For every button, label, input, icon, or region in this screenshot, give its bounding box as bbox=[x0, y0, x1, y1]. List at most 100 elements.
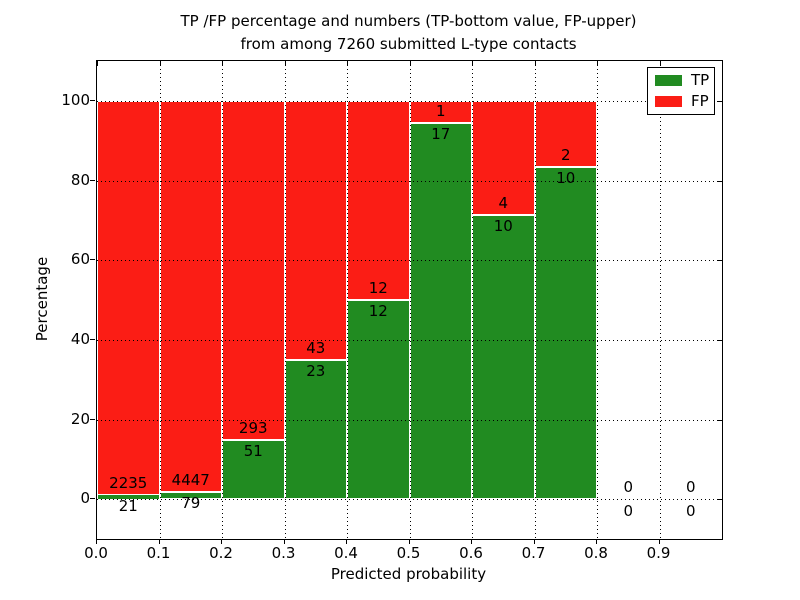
bar-segment-tp bbox=[409, 122, 472, 500]
bar-label-tp: 10 bbox=[556, 169, 576, 188]
bar-segment-fp bbox=[97, 100, 160, 496]
chart-title: TP /FP percentage and numbers (TP-bottom… bbox=[96, 10, 721, 56]
y-tick-label: 40 bbox=[70, 329, 90, 348]
chart-title-line1: TP /FP percentage and numbers (TP-bottom… bbox=[180, 12, 637, 30]
bar-segment-tp bbox=[534, 167, 597, 500]
bar-segment-tp bbox=[472, 214, 535, 500]
legend-item-fp: FP bbox=[655, 93, 714, 109]
bar-label-tp: 79 bbox=[181, 494, 201, 513]
y-tick-inner bbox=[717, 419, 722, 421]
x-tick bbox=[96, 539, 97, 544]
y-axis-title: Percentage bbox=[33, 256, 51, 342]
y-tick bbox=[90, 99, 95, 101]
bar-segment-tp bbox=[222, 440, 285, 500]
bar-label-fp: 4 bbox=[498, 193, 509, 212]
bar-label-tp: 12 bbox=[368, 302, 388, 320]
x-tick bbox=[533, 539, 535, 544]
legend: TP FP bbox=[647, 67, 715, 115]
v-gridline bbox=[347, 61, 348, 539]
v-gridline bbox=[472, 61, 473, 539]
bar-segment-fp bbox=[284, 100, 347, 361]
x-tick bbox=[471, 539, 472, 544]
bar-label-fp: 293 bbox=[238, 419, 268, 438]
y-tick bbox=[90, 418, 95, 420]
bar-label-tp: 17 bbox=[431, 124, 451, 143]
x-tick-label: 0.9 bbox=[646, 544, 671, 562]
x-tick-inner bbox=[659, 61, 661, 66]
bar-label-tp: 10 bbox=[493, 216, 513, 235]
bar-label-fp: 4447 bbox=[171, 471, 210, 490]
x-tick-label: 0.2 bbox=[209, 544, 233, 562]
y-tick bbox=[90, 179, 95, 181]
chart-title-line2: from among 7260 submitted L-type contact… bbox=[240, 35, 577, 53]
x-tick-inner bbox=[97, 61, 98, 66]
legend-label-tp: TP bbox=[691, 71, 710, 89]
bar-label-fp: 0 bbox=[623, 478, 634, 497]
x-tick-inner bbox=[472, 61, 473, 66]
legend-label-fp: FP bbox=[691, 92, 709, 110]
bar-segment-fp bbox=[222, 100, 285, 441]
v-gridline bbox=[284, 61, 286, 539]
bar-label-tp: 21 bbox=[118, 497, 138, 516]
x-tick bbox=[408, 539, 410, 544]
bar-label-tp: 0 bbox=[685, 502, 696, 521]
v-gridline bbox=[222, 61, 223, 539]
y-tick-label: 80 bbox=[70, 170, 90, 189]
x-tick bbox=[658, 539, 660, 544]
legend-item-tp: TP bbox=[655, 72, 714, 88]
x-tick bbox=[596, 539, 597, 544]
bar-segment-fp bbox=[347, 100, 410, 300]
v-gridline bbox=[534, 61, 536, 539]
bar-label-fp: 2 bbox=[560, 146, 571, 165]
x-tick bbox=[221, 539, 222, 544]
x-tick-label: 0.0 bbox=[84, 544, 108, 562]
x-tick-inner bbox=[159, 61, 161, 66]
bar-segment-fp bbox=[159, 100, 222, 493]
bar-label-fp: 12 bbox=[368, 279, 388, 297]
y-tick-label: 60 bbox=[70, 250, 90, 269]
x-tick-label: 0.6 bbox=[459, 544, 483, 562]
y-tick bbox=[90, 338, 95, 340]
x-tick-inner bbox=[534, 61, 536, 66]
x-tick bbox=[346, 539, 347, 544]
v-gridline bbox=[159, 61, 161, 539]
y-tick bbox=[90, 259, 95, 261]
bar-label-fp: 2235 bbox=[109, 474, 148, 493]
y-tick-inner bbox=[717, 339, 722, 341]
bar-segment-tp bbox=[97, 495, 160, 500]
x-tick-inner bbox=[409, 61, 411, 66]
x-tick-inner bbox=[284, 61, 286, 66]
v-gridline bbox=[597, 61, 598, 539]
x-tick-inner bbox=[597, 61, 598, 66]
x-tick-inner bbox=[347, 61, 348, 66]
v-gridline bbox=[659, 61, 661, 539]
bar-label-tp: 23 bbox=[306, 362, 326, 381]
y-tick-inner bbox=[717, 100, 722, 102]
x-axis-title: Predicted probability bbox=[330, 565, 487, 583]
x-tick-label: 0.1 bbox=[146, 544, 171, 562]
y-tick-inner bbox=[717, 499, 722, 501]
x-tick-label: 0.4 bbox=[334, 544, 358, 562]
x-tick-label: 0.5 bbox=[396, 544, 421, 562]
fp-legend-swatch bbox=[655, 95, 682, 107]
bar-label-fp: 1 bbox=[435, 101, 446, 120]
plot-area: TP FP 2235 21 4447 79 293 51 43 23 12 12 1 17 4 10 2 10… bbox=[96, 60, 723, 540]
bar-segment-tp bbox=[347, 300, 410, 500]
y-tick bbox=[90, 498, 95, 500]
x-tick-label: 0.7 bbox=[521, 544, 546, 562]
bar-label-tp: 51 bbox=[243, 442, 263, 461]
y-tick-label: 100 bbox=[61, 90, 90, 109]
bar-label-tp: 0 bbox=[623, 502, 634, 521]
x-tick-inner bbox=[222, 61, 223, 66]
y-tick-label: 0 bbox=[80, 489, 90, 508]
y-tick-label: 20 bbox=[70, 409, 90, 428]
bar-label-fp: 0 bbox=[685, 478, 696, 497]
x-tick bbox=[283, 539, 285, 544]
x-tick bbox=[158, 539, 160, 544]
x-tick-label: 0.8 bbox=[584, 544, 608, 562]
x-tick-label: 0.3 bbox=[271, 544, 296, 562]
y-tick-inner bbox=[717, 260, 722, 262]
y-tick-inner bbox=[717, 180, 722, 182]
bar-label-fp: 43 bbox=[306, 339, 326, 358]
